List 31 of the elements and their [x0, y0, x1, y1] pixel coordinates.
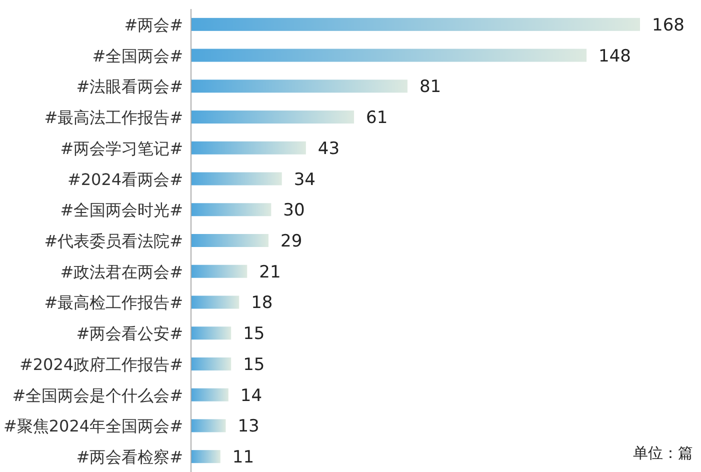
annotation: 单位：篇	[633, 444, 693, 462]
data-label: 81	[419, 77, 442, 98]
y-tick-label: #代表委员看法院#	[44, 232, 183, 250]
y-tick-label: #最高法工作报告#	[44, 108, 183, 128]
y-tick-label: #2024看两会#	[67, 170, 183, 189]
y-tick-label: #政法君在两会#	[60, 262, 183, 282]
y-tick-label: #法眼看两会#	[76, 77, 183, 96]
data-label: 18	[251, 293, 273, 314]
y-tick-label: #全国两会时光#	[60, 200, 183, 220]
data-label: 11	[232, 448, 254, 468]
data-label: 30	[283, 200, 305, 221]
data-label: 29	[280, 232, 302, 252]
data-label: 13	[238, 416, 260, 437]
y-tick-label: #两会看检察#	[76, 448, 183, 467]
y-tick-label: #两会看公安#	[76, 324, 183, 344]
y-tick-label: #两会学习笔记#	[60, 138, 183, 158]
y-tick-label: #全国两会#	[92, 46, 183, 66]
data-label: 34	[294, 170, 316, 190]
y-tick-label: #2024政府工作报告#	[19, 354, 183, 374]
data-label: 15	[243, 354, 265, 375]
y-tick-label: #全国两会是个什么会#	[12, 386, 183, 405]
data-label: 14	[240, 386, 262, 406]
data-label: 43	[318, 138, 340, 159]
data-label: 15	[243, 324, 265, 344]
y-tick-label: #聚焦2024年全国两会#	[3, 416, 183, 436]
data-label: 21	[259, 262, 281, 282]
data-label: 61	[366, 108, 388, 128]
y-tick-label: #最高检工作报告#	[44, 293, 183, 312]
data-label: 168	[652, 15, 684, 36]
data-label: 148	[598, 46, 631, 66]
y-tick-label: #两会#	[124, 15, 183, 34]
